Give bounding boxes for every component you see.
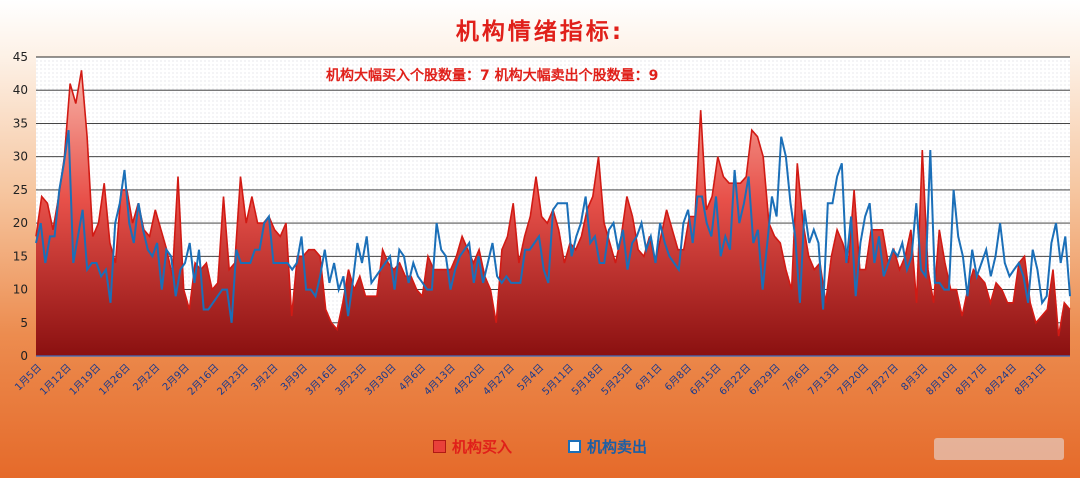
x-tick-label: 4月13日 [422,362,458,398]
y-tick-label: 10 [13,283,28,297]
y-tick-label: 45 [13,50,28,64]
y-tick-label: 5 [20,316,28,330]
x-tick-label: 8月24日 [983,362,1019,398]
legend-item-sell: 机构卖出 [568,436,647,457]
x-tick-label: 7月27日 [865,362,901,398]
x-tick-label: 4月20日 [451,362,487,398]
annotation-text: 机构大幅买入个股数量：7 机构大幅卖出个股数量：9 [326,67,658,84]
x-tick-label: 6月22日 [717,362,753,398]
x-tick-label: 6月15日 [687,362,723,398]
x-tick-label: 2月23日 [215,362,251,398]
y-tick-label: 40 [13,83,28,97]
x-tick-label: 8月10日 [924,362,960,398]
x-tick-label: 7月13日 [806,362,842,398]
legend: 机构买入 机构卖出 [0,436,1080,457]
x-tick-label: 5月11日 [540,362,576,398]
y-tick-label: 30 [13,150,28,164]
x-tick-label: 6月29日 [747,362,783,398]
sell-swatch-icon [568,440,581,453]
legend-buy-label: 机构买入 [451,438,512,456]
x-tick-label: 4月27日 [481,362,517,398]
watermark-blur [934,438,1064,460]
x-tick-label: 3月16日 [303,362,339,398]
legend-item-buy: 机构买入 [432,436,512,457]
y-tick-label: 15 [13,249,28,263]
x-tick-label: 3月30日 [363,362,399,398]
y-tick-label: 0 [20,349,28,363]
x-tick-label: 3月23日 [333,362,369,398]
x-tick-label: 1月26日 [97,362,133,398]
x-axis-ticks: 1月5日1月12日1月19日1月26日2月2日2月9日2月16日2月23日3月2… [12,362,1048,398]
buy-swatch-icon [432,440,446,453]
y-tick-label: 35 [13,116,28,130]
legend-sell-label: 机构卖出 [587,438,648,456]
sell-series-line [35,129,1071,323]
x-tick-label: 6月1日 [633,362,665,394]
x-tick-label: 2月16日 [185,362,221,398]
y-tick-label: 25 [13,183,28,197]
x-tick-label: 2月2日 [131,362,163,394]
x-tick-label: 8月17日 [953,362,989,398]
y-tick-label: 20 [13,216,28,230]
x-tick-label: 1月12日 [38,362,74,398]
y-axis-ticks: 0 5 10 15 20 25 30 35 40 45 [13,50,28,363]
x-tick-label: 8月31日 [1012,362,1048,398]
x-tick-label: 5月25日 [599,362,635,398]
x-tick-label: 1月19日 [67,362,103,398]
x-tick-label: 7月20日 [835,362,871,398]
x-tick-label: 3月2日 [249,362,281,394]
x-tick-label: 5月18日 [569,362,605,398]
chart-title: 机构情绪指标: [455,19,625,45]
